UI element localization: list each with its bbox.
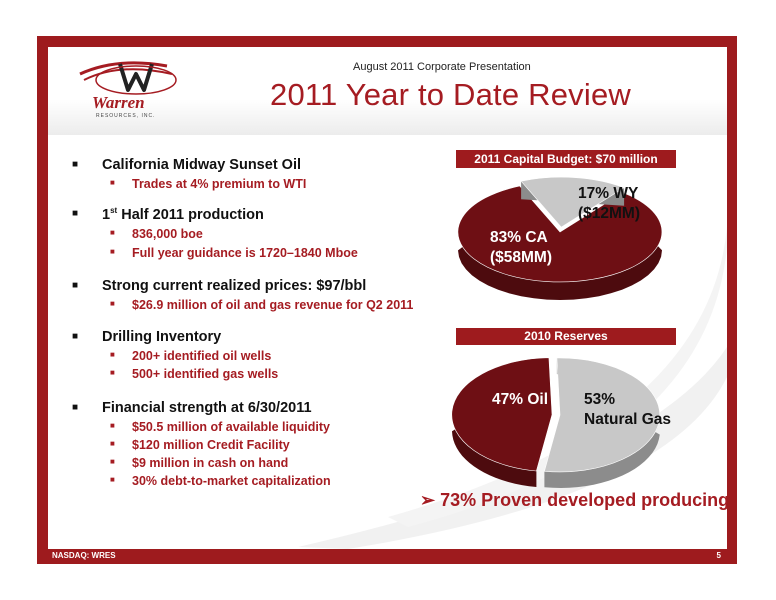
bullet-text: California Midway Sunset Oil	[102, 157, 302, 173]
gas-slice-label-line1: 53%	[584, 391, 616, 408]
oil-slice	[451, 357, 553, 472]
ca-slice	[457, 185, 663, 283]
warren-logo: Warren RESOURCES, INC.	[79, 61, 177, 119]
wy-slice-label-line1: 17% WY	[578, 185, 639, 202]
arrow-bullet-icon: ➢	[420, 490, 436, 510]
sub-bullet-marker: ■	[110, 475, 115, 484]
reserves-label: 2010 Reserves	[456, 328, 676, 345]
page-number: 5	[716, 551, 721, 560]
sub-bullet-marker: ■	[110, 350, 115, 359]
sub-bullet-marker: ■	[110, 368, 115, 377]
bullet-marker: ■	[72, 331, 79, 342]
reserves-pie	[451, 357, 661, 488]
logo-text: Warren	[92, 93, 145, 112]
sub-bullet-text: 200+ identified oil wells	[132, 349, 272, 363]
bullet-text-sup: st	[110, 206, 118, 215]
sub-bullet-marker: ■	[110, 228, 115, 237]
logo-subtext: RESOURCES, INC.	[96, 113, 155, 119]
ca-slice-label-line2: ($58MM)	[490, 249, 553, 266]
sub-bullet-text: $9 million in cash on hand	[132, 456, 289, 470]
bullet-text: Drilling Inventory	[102, 329, 222, 345]
slide: Warren RESOURCES, INC. August 2011 Corpo…	[48, 47, 727, 549]
pie-charts	[451, 176, 663, 488]
bullet-marker: ■	[72, 280, 79, 291]
bullet-marker: ■	[72, 402, 79, 413]
wy-slice-label-line2: ($12MM)	[578, 205, 641, 222]
wy-slice	[520, 176, 625, 228]
bullet-text-pre: 1	[102, 206, 111, 223]
sub-bullet-marker: ■	[110, 421, 115, 430]
sub-bullet-text: $26.9 million of oil and gas revenue for…	[132, 298, 414, 312]
capital-budget-pie	[457, 176, 663, 300]
gas-slice-label-line2: Natural Gas	[584, 411, 672, 428]
proved-producing-text: 73% Proven developed producing	[440, 490, 727, 510]
oil-slice-side	[452, 357, 549, 487]
bullet-text: Strong current realized prices: $97/bbl	[102, 278, 367, 294]
sub-bullet-text: $50.5 million of available liquidity	[132, 420, 330, 434]
sub-bullet-text: $120 million Credit Facility	[132, 438, 290, 452]
gas-slice-label: 53% Natural Gas	[584, 390, 671, 430]
sub-bullet-marker: ■	[110, 457, 115, 466]
sub-bullet-marker: ■	[110, 439, 115, 448]
sub-bullet-text: Full year guidance is 1720–1840 Mboe	[132, 246, 358, 260]
sub-bullet-text: Trades at 4% premium to WTI	[132, 177, 307, 191]
sub-bullet-marker: ■	[110, 299, 115, 308]
gas-slice	[544, 357, 661, 473]
wy-slice-label: 17% WY ($12MM)	[578, 184, 640, 224]
bullet-marker: ■	[72, 208, 79, 219]
sub-bullet-text: 30% debt-to-market capitalization	[132, 474, 331, 488]
slide-footer: NASDAQ: WRES 5	[48, 549, 727, 564]
sub-bullet-marker: ■	[110, 247, 115, 256]
presentation-subtitle: August 2011 Corporate Presentation	[353, 61, 531, 73]
sub-bullet-text: 836,000 boe	[132, 227, 203, 241]
proved-producing-callout: ➢ 73% Proven developed producing	[420, 490, 727, 511]
bullet-text: 1st Half 2011 production	[102, 206, 264, 223]
capital-budget-label: 2011 Capital Budget: $70 million	[456, 150, 676, 168]
slide-header: Warren RESOURCES, INC. August 2011 Corpo…	[48, 47, 727, 135]
ca-slice-label: 83% CA ($58MM)	[490, 228, 552, 268]
oil-slice-label: 47% Oil	[492, 391, 548, 408]
gas-slice-side	[544, 358, 660, 488]
sub-bullet-text: 500+ identified gas wells	[132, 367, 279, 381]
bullet-text-post: Half 2011 production	[117, 206, 264, 223]
bullet-text: Financial strength at 6/30/2011	[102, 400, 312, 416]
sub-bullet-marker: ■	[110, 178, 115, 187]
ca-slice-label-line1: 83% CA	[490, 229, 548, 246]
page-title: 2011 Year to Date Review	[270, 77, 631, 112]
ticker-text: NASDAQ: WRES	[52, 551, 116, 560]
bullet-marker: ■	[72, 159, 79, 170]
